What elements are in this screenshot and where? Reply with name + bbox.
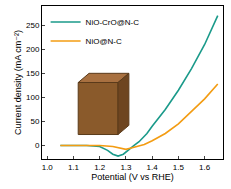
svg-text:NiO-CrO@N-C: NiO-CrO@N-C xyxy=(86,18,140,27)
svg-text:1.5: 1.5 xyxy=(173,163,185,172)
svg-text:200: 200 xyxy=(26,45,40,54)
svg-text:1.4: 1.4 xyxy=(147,163,159,172)
svg-text:0: 0 xyxy=(35,141,40,150)
svg-text:250: 250 xyxy=(26,21,40,30)
svg-text:100: 100 xyxy=(26,93,40,102)
svg-text:1.1: 1.1 xyxy=(68,163,80,172)
svg-text:1.2: 1.2 xyxy=(94,163,106,172)
svg-text:1.3: 1.3 xyxy=(120,163,132,172)
svg-text:Potential (V vs RHE): Potential (V vs RHE) xyxy=(91,172,174,182)
svg-text:1.0: 1.0 xyxy=(42,163,54,172)
svg-text:NiO@N-C: NiO@N-C xyxy=(86,37,122,46)
svg-text:150: 150 xyxy=(26,69,40,78)
svg-text:1.6: 1.6 xyxy=(199,163,211,172)
svg-text:50: 50 xyxy=(30,117,39,126)
svg-text:Current density (mA cm⁻²): Current density (mA cm⁻²) xyxy=(13,30,23,135)
